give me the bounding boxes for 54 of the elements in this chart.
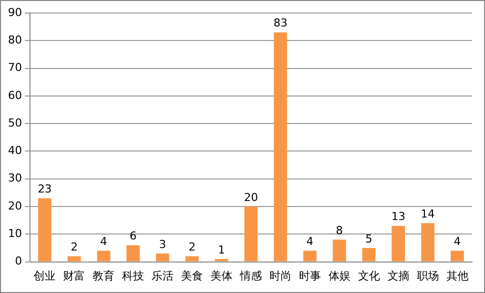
y-tick-label: 10: [8, 227, 22, 240]
data-label: 13: [391, 210, 406, 224]
x-tick-label: 文化: [358, 269, 380, 282]
data-label: 1: [218, 243, 226, 256]
bar: [421, 223, 434, 262]
data-label: 2: [188, 240, 196, 254]
y-tick-label: 0: [14, 254, 22, 268]
bar: [332, 240, 346, 262]
data-label: 4: [306, 235, 314, 248]
bar: [68, 256, 81, 262]
bar: [156, 254, 170, 262]
y-tick-label: 30: [8, 172, 22, 185]
x-tick-label: 美食: [181, 269, 204, 282]
y-tick-label: 90: [8, 6, 22, 19]
bar: [450, 250, 464, 262]
x-tick-label: 乐活: [152, 269, 174, 282]
data-label: 4: [100, 235, 108, 248]
bar: [274, 32, 288, 262]
x-tick-label: 创业: [34, 269, 56, 282]
x-tick-label: 时事: [298, 269, 321, 282]
bar: [185, 256, 199, 262]
data-label: 8: [336, 224, 343, 238]
bar: [97, 250, 110, 262]
data-label: 3: [159, 238, 166, 251]
y-tick-label: 80: [8, 34, 22, 47]
x-tick-label: 美体: [210, 269, 233, 282]
bar: [126, 245, 140, 262]
data-label: 23: [38, 182, 52, 196]
x-tick-label: 文摘: [387, 269, 410, 282]
bar: [392, 226, 405, 262]
data-label: 20: [244, 190, 258, 204]
data-label: 5: [365, 232, 372, 246]
data-label: 6: [130, 230, 137, 243]
bar: [244, 206, 258, 262]
bar: [362, 248, 376, 262]
bar: [38, 198, 52, 262]
x-tick-label: 财富: [63, 269, 86, 282]
y-tick-label: 20: [8, 199, 22, 212]
y-tick-label: 70: [8, 61, 22, 74]
y-tick-label: 60: [8, 88, 22, 102]
data-label: 14: [420, 207, 435, 220]
y-tick-label: 40: [8, 144, 22, 158]
x-tick-label: 其他: [446, 269, 468, 282]
y-tick-label: 50: [8, 116, 22, 130]
data-label: 83: [273, 16, 288, 30]
x-tick-label: 情感: [239, 269, 262, 282]
x-tick-label: 教育: [92, 269, 115, 282]
x-tick-label: 职场: [416, 269, 439, 282]
data-label: 2: [70, 240, 78, 254]
x-tick-label: 时尚: [269, 269, 292, 282]
bar: [303, 250, 317, 262]
data-label: 4: [454, 235, 461, 248]
x-tick-label: 科技: [122, 269, 144, 282]
x-tick-label: 体娱: [328, 269, 350, 282]
